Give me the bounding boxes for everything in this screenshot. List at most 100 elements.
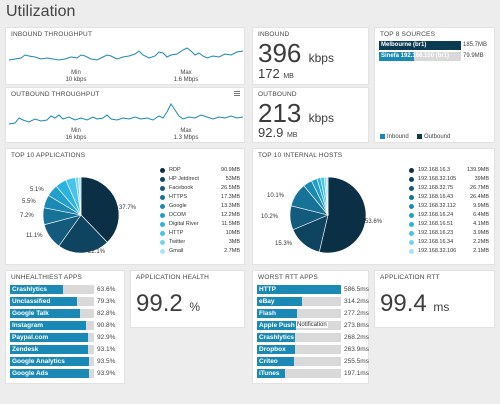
- bar-fill: [379, 41, 461, 50]
- pct-label: 22.1%: [88, 249, 106, 255]
- legend-dot: [160, 249, 165, 254]
- worst-rtt-apps-panel: WORST RTT APPS HTTP 586.5ms eBay 314.2ms Fla…: [252, 270, 369, 384]
- bar-row[interactable]: Zendesk 93.1%: [10, 345, 122, 354]
- source-value: 79.9MB: [463, 53, 484, 59]
- bar-row[interactable]: HTTP 586.5ms: [257, 285, 369, 294]
- outbound-min: Min 16 kbps: [56, 128, 96, 142]
- applications-pie-chart[interactable]: [6, 157, 176, 267]
- pie-slice[interactable]: [80, 176, 120, 243]
- bar-row[interactable]: Paypal.com 92.9%: [10, 333, 122, 342]
- bar-row[interactable]: Crashlytics 63.6%: [10, 285, 122, 294]
- legend-item[interactable]: HTTPS 17.3MB: [160, 194, 240, 202]
- legend-item[interactable]: 192.168.32.75 26.7MB: [409, 185, 489, 193]
- source-row-melbourne[interactable]: Melbourne (br1) 185.7MB: [379, 41, 500, 50]
- panel-title: APPLICATION HEALTH: [136, 274, 210, 281]
- source-row-sinefa[interactable]: Sinefa 192.168.100 (br1) 79.9MB: [379, 52, 500, 61]
- legend-item[interactable]: Facebook 26.5MB: [160, 185, 240, 193]
- legend-item[interactable]: 192.168.32.112 9.9MB: [409, 203, 489, 211]
- legend-value: 13.3MB: [221, 203, 240, 209]
- legend-dot: [160, 195, 165, 200]
- legend-dot: [409, 204, 414, 209]
- pie-slice[interactable]: [325, 176, 329, 216]
- bar-row[interactable]: Google Ads 93.9%: [10, 369, 122, 378]
- legend-dot: [409, 249, 414, 254]
- legend-item[interactable]: 192.168.32.105 39MB: [409, 176, 489, 184]
- rate-unit: kbps: [308, 111, 334, 125]
- legend-item[interactable]: HTTP 10MB: [160, 230, 240, 238]
- legend-name: 192.168.32.75: [418, 185, 454, 191]
- bar-fill: [257, 333, 296, 342]
- legend-value: 26.4MB: [470, 194, 489, 200]
- bar-row[interactable]: Google Talk 82.8%: [10, 309, 122, 318]
- bar-track: [257, 357, 341, 366]
- inbound-max: Max 1.6 Mbps: [166, 70, 206, 84]
- bar-label: Google Analytics: [12, 358, 65, 365]
- pie-slice[interactable]: [318, 176, 367, 254]
- legend-value: 2.2MB: [473, 239, 489, 245]
- legend-item[interactable]: 192.168.16.43 26.4MB: [409, 194, 489, 202]
- bar-fill: [257, 345, 295, 354]
- inbound-panel: INBOUND 396 kbps 172 MB: [252, 27, 369, 85]
- legend-dot: [409, 168, 414, 173]
- legend-name: 192.168.32.112: [418, 203, 456, 209]
- bar-row[interactable]: Criteo 255.5ms: [257, 357, 369, 366]
- legend-item[interactable]: 192.168.16.34 2.2MB: [409, 239, 489, 247]
- bar-row[interactable]: Instagram 90.8%: [10, 321, 122, 330]
- legend-item[interactable]: 192.168.16.24 6.4MB: [409, 212, 489, 220]
- legend-item[interactable]: Twitter 3MB: [160, 239, 240, 247]
- bar-row[interactable]: Dropbox 263.9ms: [257, 345, 369, 354]
- legend-item[interactable]: Google 13.3MB: [160, 203, 240, 211]
- panel-title: INBOUND THROUGHPUT: [11, 31, 93, 38]
- legend-value: 3MB: [228, 239, 240, 245]
- menu-icon[interactable]: [234, 91, 240, 96]
- legend-item[interactable]: DCOM 12.2MB: [160, 212, 240, 220]
- pie-slice[interactable]: [58, 214, 108, 254]
- legend-item[interactable]: 192.168.16.51 4.1MB: [409, 221, 489, 229]
- legend-item[interactable]: 192.168.16.3 139.9MB: [409, 167, 489, 175]
- pie-slice[interactable]: [78, 176, 82, 216]
- min-label: Min: [71, 128, 81, 134]
- legend-dot: [160, 213, 165, 218]
- bar-label: Dropbox: [259, 346, 286, 353]
- bar-fill: [10, 345, 89, 354]
- pct-label: 11.1%: [26, 233, 43, 239]
- inbound-sparkline[interactable]: [7, 38, 245, 68]
- hosts-pie-chart[interactable]: [253, 157, 423, 267]
- bar-fill: [10, 357, 89, 366]
- legend-value: 3.9MB: [473, 230, 489, 236]
- legend-dot: [160, 204, 165, 209]
- bar-row[interactable]: iTunes 197.1ms: [257, 369, 369, 378]
- top-hosts-panel: TOP 10 INTERNAL HOSTS 53.6% 15.3% 10.2% …: [252, 148, 495, 265]
- inbound-min: Min 10 kbps: [56, 70, 96, 84]
- outbound-sparkline[interactable]: [7, 98, 245, 128]
- max-value: 1.3 Mbps: [173, 135, 199, 141]
- legend-value: 2.7MB: [224, 248, 240, 254]
- legend-item[interactable]: 192.168.32.106 2.1MB: [409, 248, 489, 256]
- bar-row[interactable]: Unclassified 79.3%: [10, 297, 122, 306]
- bar-value: 314.2ms: [344, 298, 369, 305]
- legend-inbound[interactable]: Inbound: [380, 134, 409, 140]
- bar-row[interactable]: Google Analytics 93.5%: [10, 357, 122, 366]
- legend-item[interactable]: Gmail 2.7MB: [160, 248, 240, 256]
- bar-label: Instagram: [12, 322, 44, 329]
- legend-item[interactable]: 192.168.16.23 3.9MB: [409, 230, 489, 238]
- total-value: 92.9: [258, 125, 284, 140]
- bar-label: Zendesk: [12, 346, 39, 353]
- legend-outbound[interactable]: Outbound: [417, 134, 450, 140]
- legend-value: 139.9MB: [466, 167, 489, 173]
- bar-row[interactable]: Flash 277.2ms: [257, 309, 369, 318]
- legend-item[interactable]: Digital River 11.5MB: [160, 221, 240, 229]
- health-unit: %: [189, 300, 201, 314]
- max-label: Max: [180, 70, 192, 76]
- bar-fill: [257, 297, 303, 306]
- bar-row[interactable]: Crashlytics 268.2ms: [257, 333, 369, 342]
- bar-label: Google Talk: [12, 310, 49, 317]
- bar-fill: [257, 309, 297, 318]
- bar-label: eBay: [259, 298, 275, 305]
- legend-item[interactable]: HP Jetdirect 53MB: [160, 176, 240, 184]
- panel-title: TOP 8 SOURCES: [380, 31, 436, 38]
- outbound-panel: OUTBOUND 213 kbps 92.9 MB: [252, 87, 369, 143]
- legend-item[interactable]: RDP 90.9MB: [160, 167, 240, 175]
- bar-row[interactable]: eBay 314.2ms: [257, 297, 369, 306]
- bar-label: Criteo: [259, 358, 278, 365]
